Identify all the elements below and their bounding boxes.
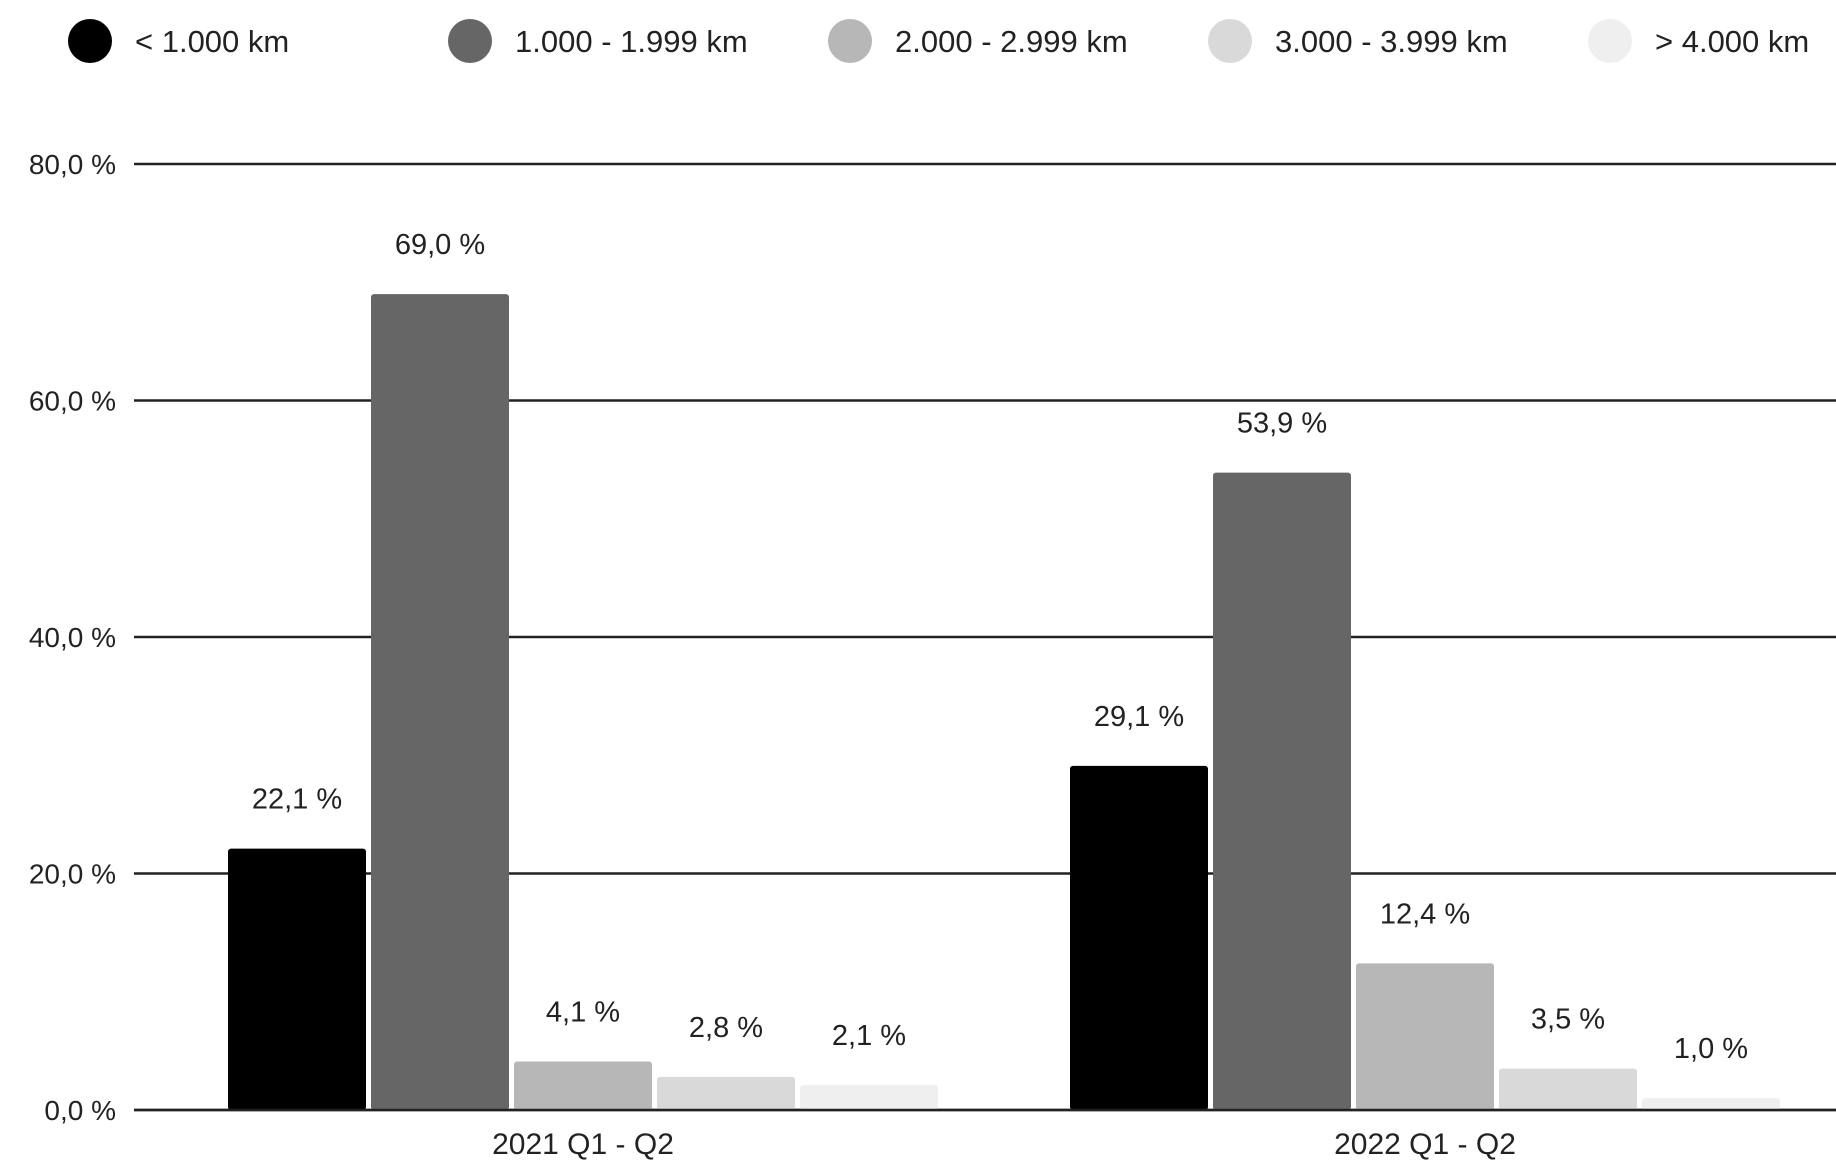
data-label-1-2: 69,0 %: [395, 229, 485, 261]
legend-swatch-5: [1588, 19, 1632, 63]
data-label-1-3: 4,1 %: [546, 997, 620, 1029]
legend-swatch-3: [828, 19, 872, 63]
data-label-2-2: 53,9 %: [1237, 408, 1327, 440]
x-axis-category-labels: 2021 Q1 - Q2 2022 Q1 - Q2: [492, 1128, 1516, 1161]
bar-1-2: [371, 294, 509, 1110]
x-category-label-1: 2021 Q1 - Q2: [492, 1128, 674, 1161]
data-label-2-5: 1,0 %: [1674, 1033, 1748, 1065]
bar-1-1: [228, 848, 366, 1110]
y-tick-label-0: 0,0 %: [44, 1095, 116, 1126]
data-labels: 22,1 % 69,0 % 4,1 % 2,8 % 2,1 % 29,1 % 53,9 % 1…: [252, 229, 1748, 1065]
y-axis-tick-labels: 0,0 % 20,0 % 40,0 % 60,0 % 80,0 %: [29, 149, 116, 1126]
bar-2-2: [1213, 472, 1351, 1110]
x-category-label-2: 2022 Q1 - Q2: [1334, 1128, 1516, 1161]
data-label-1-1: 22,1 %: [252, 784, 342, 816]
data-label-2-1: 29,1 %: [1094, 701, 1184, 733]
legend-swatch-2: [448, 19, 492, 63]
chart-legend: < 1.000 km 1.000 - 1.999 km 2.000 - 2.999 …: [68, 19, 1809, 63]
legend-label-2: 1.000 - 1.999 km: [515, 24, 748, 59]
bar-1-3: [514, 1061, 652, 1110]
legend-swatch-4: [1208, 19, 1252, 63]
legend-label-5: > 4.000 km: [1655, 24, 1809, 59]
legend-label-4: 3.000 - 3.999 km: [1275, 24, 1508, 59]
bar-2-3: [1356, 963, 1494, 1110]
bar-1-5: [800, 1085, 938, 1110]
bar-2-5: [1642, 1098, 1780, 1110]
data-label-1-5: 2,1 %: [832, 1020, 906, 1052]
data-label-2-3: 12,4 %: [1380, 898, 1470, 930]
bar-2-4: [1499, 1068, 1637, 1110]
data-label-1-4: 2,8 %: [689, 1012, 763, 1044]
legend-label-1: < 1.000 km: [135, 24, 289, 59]
y-tick-label-2: 40,0 %: [29, 622, 116, 653]
legend-swatch-1: [68, 19, 112, 63]
legend-label-3: 2.000 - 2.999 km: [895, 24, 1128, 59]
y-tick-label-3: 60,0 %: [29, 386, 116, 417]
y-tick-label-4: 80,0 %: [29, 149, 116, 180]
y-tick-label-1: 20,0 %: [29, 859, 116, 890]
bar-1-4: [657, 1076, 795, 1110]
data-label-2-4: 3,5 %: [1531, 1004, 1605, 1036]
bars: [228, 294, 1780, 1110]
bar-2-1: [1070, 765, 1208, 1110]
